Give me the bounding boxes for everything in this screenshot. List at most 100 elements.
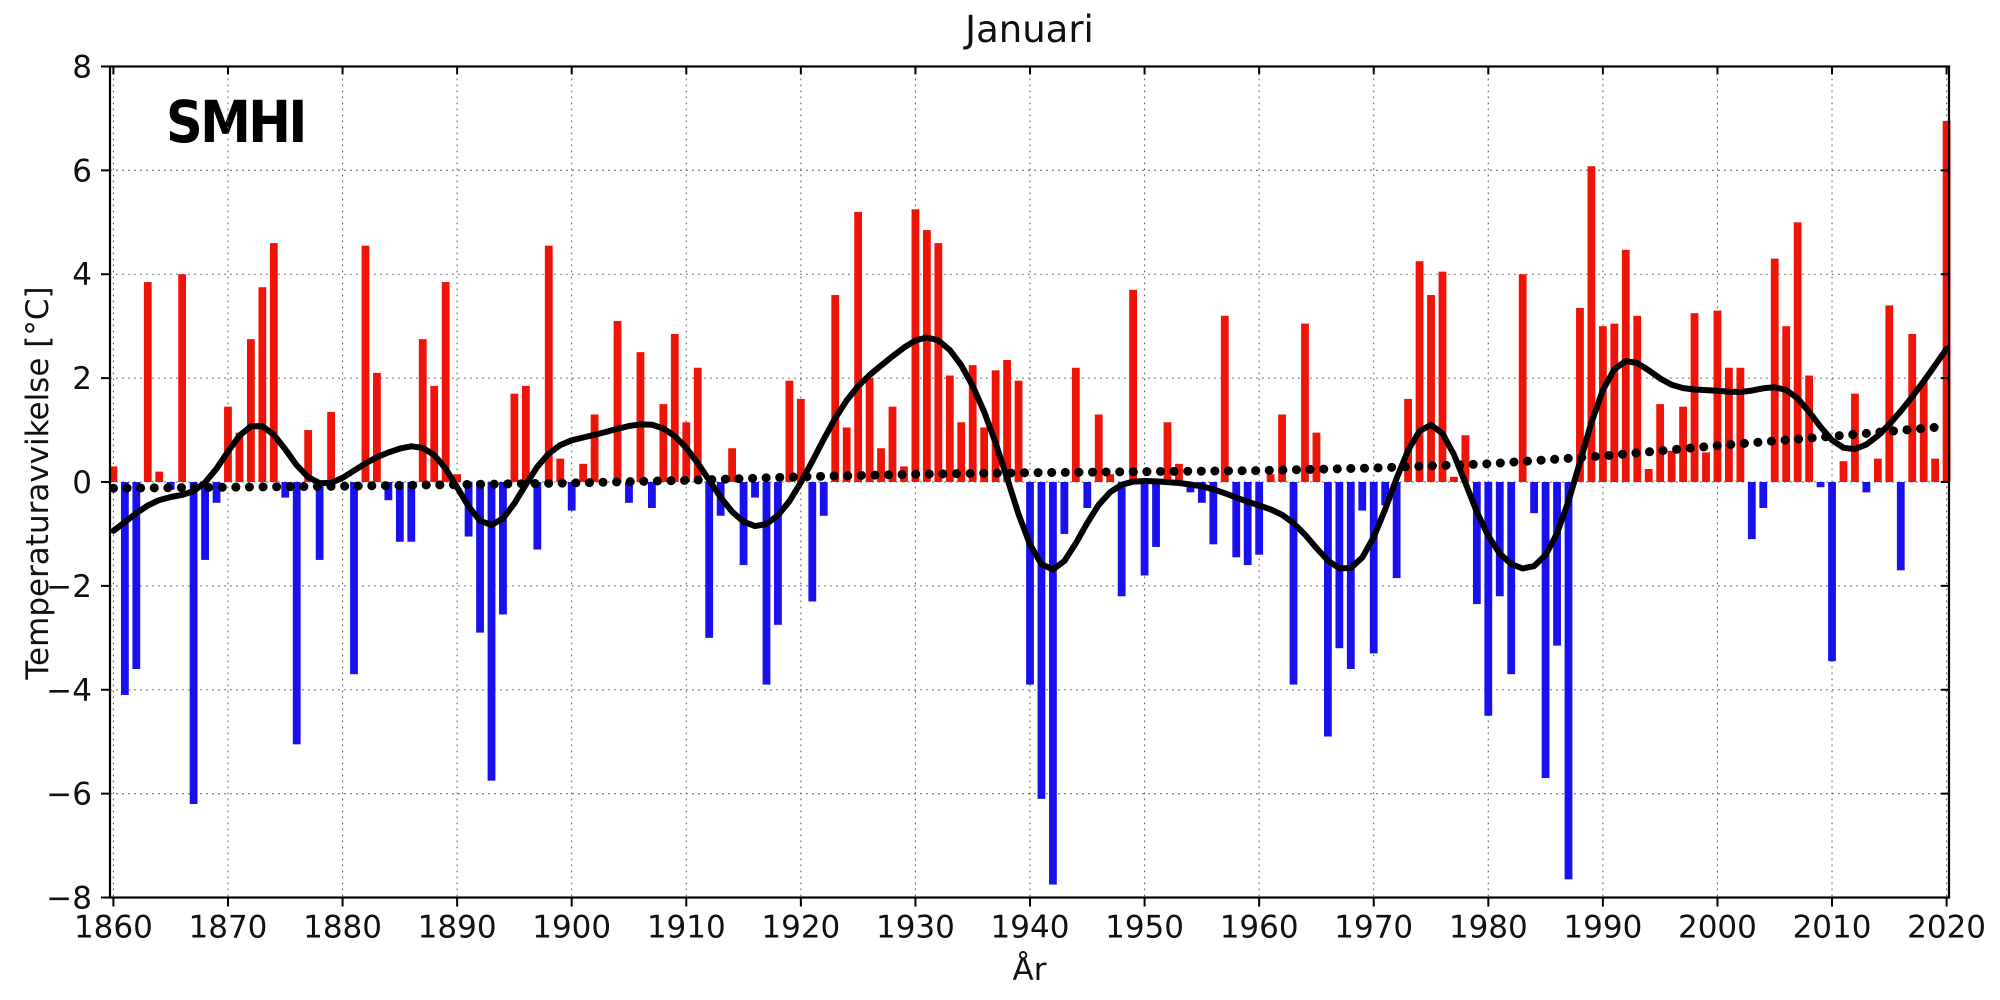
bar-1934 bbox=[957, 422, 966, 482]
bar-1966 bbox=[1323, 482, 1332, 737]
bar-1999 bbox=[1702, 452, 1710, 482]
x-tick-label-1890: 1890 bbox=[418, 910, 497, 946]
x-tick-label-1870: 1870 bbox=[189, 910, 268, 946]
bar-1955 bbox=[1197, 482, 1206, 503]
bar-1898 bbox=[544, 245, 553, 482]
y-tick-label-−2: −2 bbox=[46, 569, 92, 605]
y-tick-label-−6: −6 bbox=[46, 777, 92, 813]
bar-2004 bbox=[1759, 482, 1768, 508]
bar-1982 bbox=[1507, 482, 1516, 675]
bar-1923 bbox=[831, 295, 840, 482]
bar-1932 bbox=[934, 243, 943, 482]
bar-1970 bbox=[1369, 482, 1378, 654]
bar-1895 bbox=[510, 393, 519, 482]
bar-1883 bbox=[373, 372, 381, 482]
bar-1885 bbox=[395, 482, 404, 542]
bar-1976 bbox=[1438, 271, 1447, 482]
bar-1989 bbox=[1587, 166, 1596, 482]
bar-1987 bbox=[1564, 482, 1573, 880]
bar-1931 bbox=[922, 230, 931, 482]
bar-2015 bbox=[1885, 305, 1894, 482]
bar-1972 bbox=[1392, 482, 1401, 579]
bar-2001 bbox=[1725, 367, 1733, 482]
bar-1924 bbox=[842, 427, 851, 482]
bar-1904 bbox=[613, 320, 622, 482]
bar-1956 bbox=[1209, 482, 1218, 545]
y-tick-label-2: 2 bbox=[72, 361, 92, 397]
bar-1959 bbox=[1243, 482, 1252, 566]
bar-1901 bbox=[579, 463, 588, 482]
bar-2017 bbox=[1908, 333, 1917, 482]
chart-title: Januari bbox=[965, 8, 1094, 51]
bar-1995 bbox=[1656, 404, 1665, 482]
x-tick-label-2000: 2000 bbox=[1678, 910, 1757, 946]
bar-1969 bbox=[1358, 482, 1367, 511]
bar-1971 bbox=[1381, 482, 1390, 506]
bar-1997 bbox=[1679, 406, 1687, 482]
y-tick-label-0: 0 bbox=[72, 465, 92, 501]
bar-1960 bbox=[1255, 482, 1264, 555]
bar-1928 bbox=[888, 406, 897, 482]
bar-1942 bbox=[1049, 482, 1057, 885]
bar-1948 bbox=[1117, 482, 1126, 597]
bar-1866 bbox=[178, 274, 187, 482]
bar-2011 bbox=[1839, 461, 1848, 482]
x-tick-label-2010: 2010 bbox=[1793, 910, 1872, 946]
bar-2008 bbox=[1805, 375, 1814, 482]
bar-1965 bbox=[1312, 432, 1321, 482]
bar-1888 bbox=[430, 385, 439, 482]
bar-1933 bbox=[945, 375, 954, 482]
bar-1869 bbox=[212, 482, 221, 503]
bar-1952 bbox=[1163, 422, 1172, 482]
bar-1974 bbox=[1415, 261, 1424, 482]
bar-1986 bbox=[1553, 482, 1561, 646]
bar-1907 bbox=[648, 482, 656, 508]
bar-1977 bbox=[1450, 476, 1458, 482]
bar-1878 bbox=[315, 482, 324, 560]
bar-1963 bbox=[1289, 482, 1298, 685]
bar-1862 bbox=[132, 482, 141, 669]
bar-2019 bbox=[1931, 458, 1940, 482]
bar-2007 bbox=[1793, 222, 1802, 483]
bar-1945 bbox=[1083, 482, 1092, 508]
bar-1906 bbox=[636, 352, 645, 482]
bar-1896 bbox=[521, 385, 530, 482]
bar-1946 bbox=[1094, 414, 1103, 482]
bar-1992 bbox=[1621, 249, 1630, 482]
bar-1975 bbox=[1427, 295, 1435, 482]
bar-1893 bbox=[487, 482, 496, 781]
bar-1990 bbox=[1598, 326, 1607, 482]
smoothed-line bbox=[110, 334, 1950, 573]
x-tick-label-1910: 1910 bbox=[647, 910, 726, 946]
y-tick-label-8: 8 bbox=[72, 49, 92, 85]
bar-1912 bbox=[705, 482, 714, 638]
bar-1947 bbox=[1106, 474, 1115, 482]
bar-1941 bbox=[1037, 482, 1046, 799]
y-tick-label-−4: −4 bbox=[46, 673, 92, 709]
bar-1988 bbox=[1576, 308, 1584, 482]
bar-1919 bbox=[785, 380, 794, 482]
bar-1882 bbox=[361, 245, 370, 482]
y-tick-label-6: 6 bbox=[72, 153, 92, 189]
bar-1938 bbox=[1003, 359, 1011, 482]
bar-1894 bbox=[499, 482, 507, 615]
bar-1985 bbox=[1541, 482, 1550, 779]
bar-1926 bbox=[865, 378, 874, 482]
bar-1886 bbox=[407, 482, 416, 542]
x-tick-label-1860: 1860 bbox=[74, 910, 153, 946]
bar-1877 bbox=[304, 430, 313, 482]
bar-1868 bbox=[201, 482, 209, 560]
x-tick-label-1900: 1900 bbox=[532, 910, 611, 946]
bar-1908 bbox=[659, 404, 668, 482]
bar-1914 bbox=[728, 448, 737, 482]
x-tick-label-1930: 1930 bbox=[876, 910, 955, 946]
bar-1937 bbox=[991, 370, 1000, 482]
bar-1887 bbox=[418, 339, 427, 482]
bar-2006 bbox=[1782, 326, 1791, 482]
bar-1864 bbox=[155, 471, 164, 482]
bar-1905 bbox=[625, 482, 633, 503]
bar-1930 bbox=[911, 209, 920, 482]
bar-1958 bbox=[1232, 482, 1241, 558]
x-tick-label-1920: 1920 bbox=[761, 910, 840, 946]
